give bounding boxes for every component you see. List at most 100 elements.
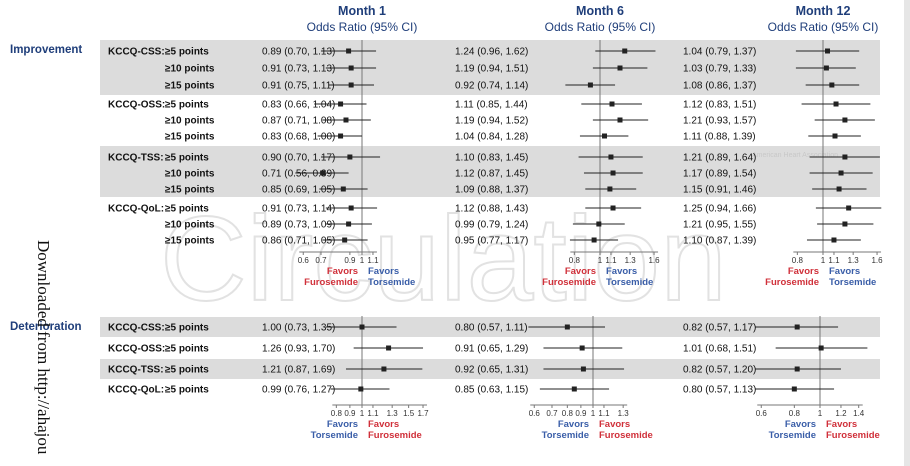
odds-ratio-text: 1.21 (0.95, 1.55) (683, 220, 756, 231)
point-estimate (571, 386, 577, 392)
favors-left-label: Favors (327, 419, 358, 430)
favors-right-label: Furosemide (826, 430, 880, 441)
measure-label: KCCQ-QoL: (108, 204, 164, 215)
odds-ratio-text: 0.85 (0.63, 1.15) (455, 385, 528, 396)
favors-right-label: Furosemide (599, 430, 653, 441)
favors-left-label: Torsemide (542, 430, 589, 441)
odds-ratio-text: 1.11 (0.88, 1.39) (683, 132, 756, 143)
tick-label: 1.1 (598, 409, 610, 418)
row-band (100, 359, 880, 379)
odds-ratio-text: 1.12 (0.88, 1.43) (455, 204, 528, 215)
favors-right-label: Furosemide (368, 430, 422, 441)
tick-label: 0.6 (529, 409, 541, 418)
odds-ratio-text: 1.19 (0.94, 1.51) (455, 64, 528, 75)
favors-right-label: Favors (826, 419, 857, 430)
point-estimate (794, 366, 800, 372)
threshold-label: ≥5 points (165, 204, 209, 215)
odds-ratio-text: 0.91 (0.65, 1.29) (455, 344, 528, 355)
threshold-label: ≥10 points (165, 169, 215, 180)
favors-left-label: Favors (558, 419, 589, 430)
panel-title: Month 1 (338, 4, 386, 18)
point-estimate (610, 205, 616, 211)
panel-subtitle: Odds Ratio (95% CI) (545, 20, 656, 34)
odds-ratio-text: 0.99 (0.79, 1.24) (455, 220, 528, 231)
panel-title: Month 12 (796, 4, 851, 18)
point-estimate (602, 133, 608, 139)
odds-ratio-text: 1.04 (0.79, 1.37) (683, 47, 756, 58)
favors-left-label: Furosemide (304, 277, 358, 288)
favors-left-label: Favors (327, 266, 358, 277)
point-estimate (342, 237, 348, 243)
measure-label: KCCQ-OSS: (108, 100, 165, 111)
odds-ratio-text: 0.85 (0.69, 1.05) (262, 185, 335, 196)
odds-ratio-text: 0.82 (0.57, 1.17) (683, 323, 756, 334)
odds-ratio-text: 0.83 (0.68, 1.00) (262, 132, 335, 143)
odds-ratio-text: 1.01 (0.68, 1.51) (683, 344, 756, 355)
odds-ratio-text: 0.83 (0.66, 1.04) (262, 100, 335, 111)
odds-ratio-text: 1.15 (0.91, 1.46) (683, 185, 756, 196)
row-band (100, 317, 880, 337)
point-estimate (343, 117, 349, 123)
odds-ratio-text: 1.08 (0.86, 1.37) (683, 81, 756, 92)
threshold-label: ≥15 points (165, 81, 215, 92)
odds-ratio-text: 0.91 (0.73, 1.13) (262, 64, 335, 75)
tick-label: 0.9 (575, 409, 587, 418)
point-estimate (608, 154, 614, 160)
favors-left-label: Torsemide (769, 430, 816, 441)
measure-label: KCCQ-TSS: (108, 365, 164, 376)
point-estimate (823, 65, 829, 71)
odds-ratio-text: 0.89 (0.73, 1.09) (262, 220, 335, 231)
point-estimate (580, 366, 586, 372)
favors-left-label: Furosemide (542, 277, 596, 288)
point-estimate (838, 170, 844, 176)
point-estimate (794, 324, 800, 330)
panel-title: Month 6 (576, 4, 624, 18)
threshold-label: ≥5 points (165, 344, 209, 355)
odds-ratio-text: 1.12 (0.87, 1.45) (455, 169, 528, 180)
point-estimate (347, 154, 353, 160)
tick-label: 0.6 (756, 409, 768, 418)
point-estimate (346, 48, 352, 54)
tick-label: 1.6 (871, 256, 883, 265)
odds-ratio-text: 1.10 (0.87, 1.39) (683, 236, 756, 247)
point-estimate (346, 221, 352, 227)
tick-label: 0.8 (331, 409, 343, 418)
odds-ratio-text: 1.12 (0.83, 1.51) (683, 100, 756, 111)
point-estimate (836, 186, 842, 192)
point-estimate (833, 101, 839, 107)
odds-ratio-text: 1.04 (0.84, 1.28) (455, 132, 528, 143)
odds-ratio-text: 0.82 (0.57, 1.20) (683, 365, 756, 376)
tick-label: 0.9 (344, 409, 356, 418)
point-estimate (564, 324, 570, 330)
tick-label: 1.3 (625, 256, 637, 265)
tick-label: 0.6 (298, 256, 310, 265)
favors-right-label: Favors (606, 266, 637, 277)
odds-ratio-text: 0.95 (0.77, 1.17) (455, 236, 528, 247)
point-estimate (579, 345, 585, 351)
odds-ratio-text: 1.24 (0.96, 1.62) (455, 47, 528, 58)
point-estimate (587, 82, 593, 88)
tick-label: 1.3 (387, 409, 399, 418)
watermark-aha: American Heart Association (752, 152, 838, 159)
point-estimate (610, 170, 616, 176)
measure-label: KCCQ-TSS: (108, 153, 164, 164)
odds-ratio-text: 1.21 (0.89, 1.64) (683, 153, 756, 164)
row-band (100, 146, 880, 197)
favors-right-label: Torsemide (368, 277, 415, 288)
point-estimate (829, 82, 835, 88)
point-estimate (842, 117, 848, 123)
point-estimate (340, 186, 346, 192)
point-estimate (348, 82, 354, 88)
threshold-label: ≥5 points (165, 323, 209, 334)
odds-ratio-text: 0.91 (0.75, 1.11) (262, 81, 335, 92)
tick-label: 1.1 (367, 409, 379, 418)
threshold-label: ≥5 points (165, 365, 209, 376)
odds-ratio-text: 0.80 (0.57, 1.11) (455, 323, 528, 334)
page-edge (904, 0, 910, 466)
point-estimate (596, 221, 602, 227)
section-label: Deterioration (10, 321, 82, 333)
favors-left-label: Furosemide (765, 277, 819, 288)
panel-subtitle: Odds Ratio (95% CI) (768, 20, 879, 34)
odds-ratio-text: 0.99 (0.76, 1.27) (262, 385, 335, 396)
tick-label: 1.1 (828, 256, 840, 265)
